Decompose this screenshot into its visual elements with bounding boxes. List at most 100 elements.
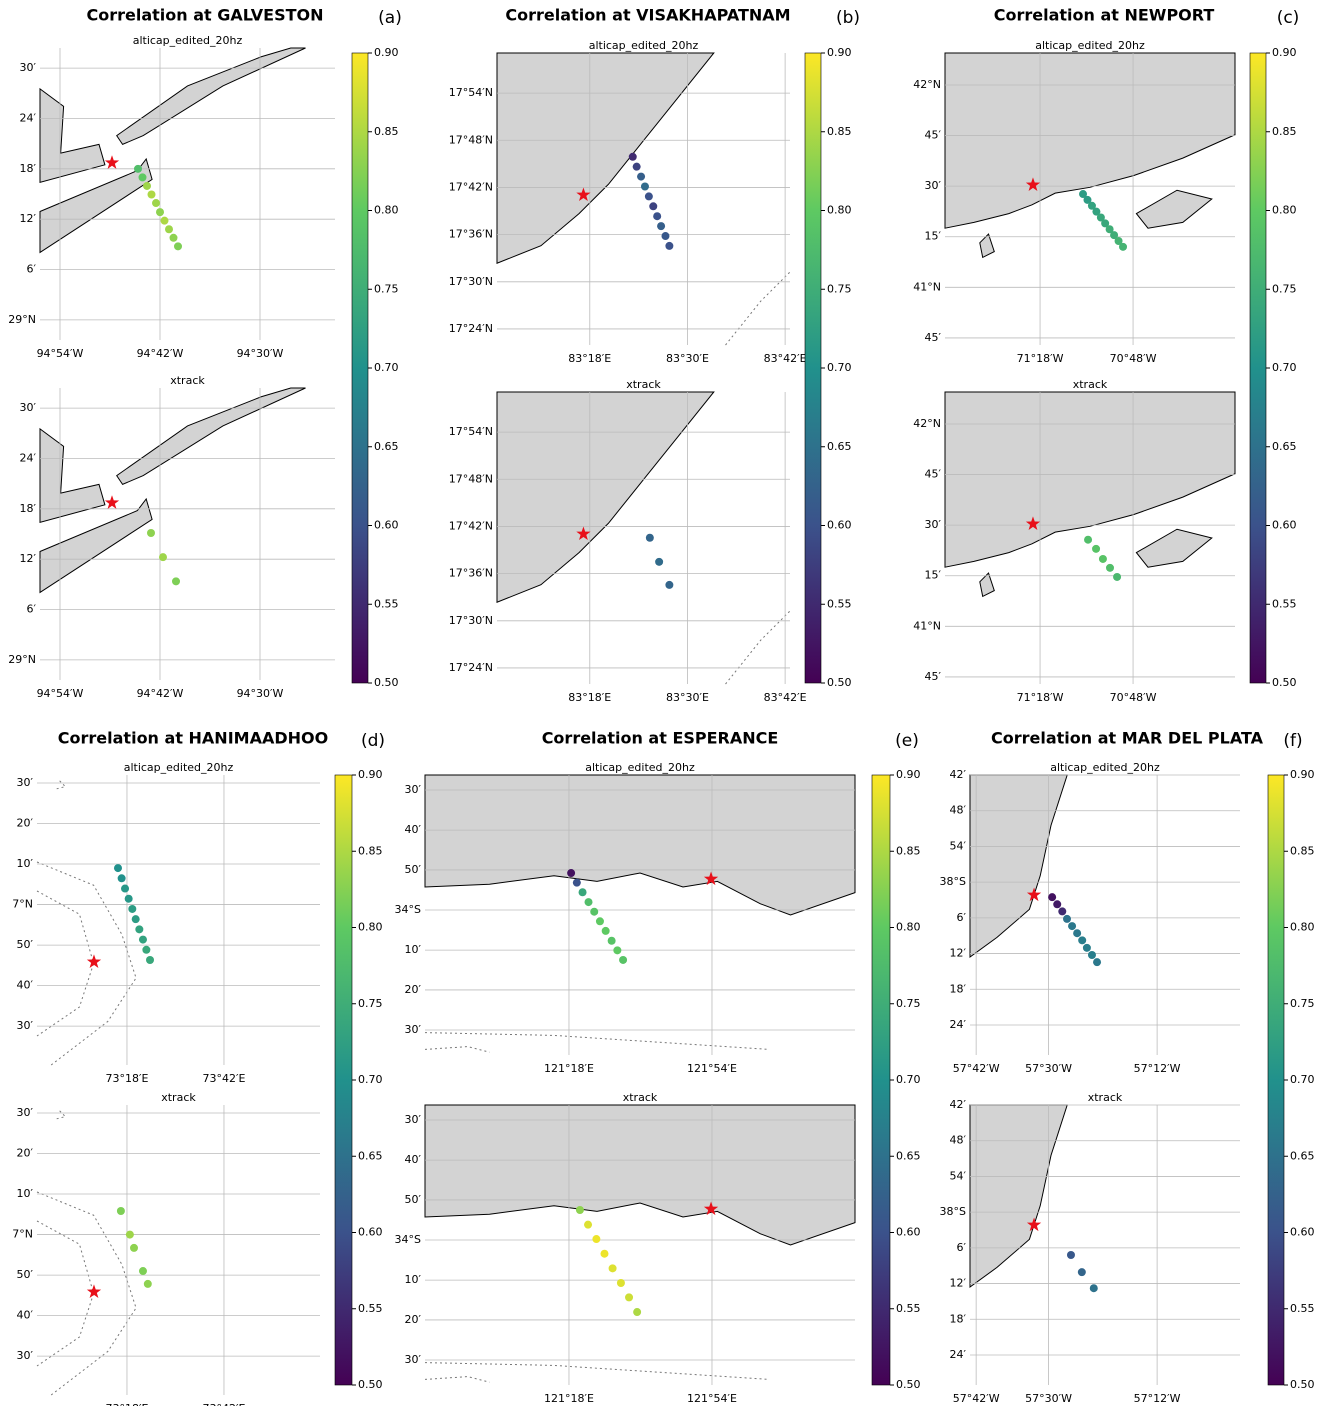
- x-tick-label: 71°18′W: [1017, 352, 1064, 365]
- y-tick-label: 30′: [17, 1019, 34, 1032]
- y-tick-label: 6′: [957, 1241, 967, 1254]
- colorbar-label: 0.75: [1290, 997, 1315, 1010]
- colorbar-label: 0.85: [358, 844, 383, 857]
- colorbar-label: 0.70: [374, 361, 399, 374]
- correlation-point: [1092, 207, 1101, 216]
- colorbar-label: 0.90: [896, 768, 921, 781]
- correlation-point: [649, 202, 658, 211]
- colorbar-label: 0.50: [1290, 1378, 1315, 1391]
- x-tick-label: 121°18′E: [544, 1062, 594, 1075]
- map-subtitle: alticap_edited_20hz: [1035, 39, 1145, 52]
- y-tick-label: 6′: [957, 911, 967, 924]
- y-tick-label: 17°42′N: [449, 180, 493, 193]
- colorbar-label: 0.50: [374, 676, 399, 689]
- y-tick-label: 15′: [925, 230, 942, 243]
- colorbar-label: 0.80: [374, 204, 399, 217]
- contour: [36, 1191, 137, 1396]
- station-star: [576, 187, 591, 202]
- correlation-point: [1101, 219, 1110, 228]
- y-tick-label: 15′: [925, 569, 942, 582]
- x-tick-label: 121°54′E: [687, 1062, 737, 1075]
- correlation-point: [572, 878, 581, 887]
- y-tick-label: 17°48′N: [449, 133, 493, 146]
- correlation-point: [121, 884, 130, 893]
- land: [944, 52, 1236, 229]
- colorbar-label: 0.90: [374, 46, 399, 59]
- y-tick-label: 17°48′N: [449, 472, 493, 485]
- y-tick-label: 42′: [950, 768, 967, 781]
- correlation-point: [1098, 554, 1107, 563]
- correlation-point: [125, 1230, 134, 1239]
- y-tick-label: 30′: [405, 783, 422, 796]
- correlation-point: [135, 925, 144, 934]
- y-tick-label: 12′: [950, 947, 967, 960]
- y-tick-label: 17°24′N: [449, 661, 493, 674]
- y-tick-label: 29°N: [8, 653, 36, 666]
- correlation-point: [567, 869, 576, 878]
- x-tick-label: 94°54′W: [37, 347, 84, 360]
- colorbar-label: 0.55: [1290, 1302, 1315, 1315]
- x-tick-label: 94°54′W: [37, 687, 84, 700]
- land: [424, 1104, 856, 1246]
- y-tick-label: 30′: [925, 179, 942, 192]
- correlation-point: [1093, 958, 1102, 967]
- map-subtitle: xtrack: [1073, 378, 1108, 391]
- colorbar-label: 0.60: [1272, 519, 1297, 532]
- colorbar: [351, 52, 369, 684]
- y-tick-label: 17°42′N: [449, 519, 493, 532]
- y-tick-label: 54′: [950, 839, 967, 852]
- correlation-point: [124, 894, 133, 903]
- contour: [725, 271, 791, 346]
- correlation-point: [633, 1308, 642, 1317]
- colorbar-label: 0.65: [1272, 440, 1297, 453]
- map-subtitle: alticap_edited_20hz: [124, 761, 234, 774]
- correlation-point: [645, 533, 654, 542]
- y-tick-label: 17°54′N: [449, 425, 493, 438]
- y-tick-label: 7°N: [12, 898, 33, 911]
- panel-title: Correlation at HANIMAADHOO: [58, 729, 328, 748]
- colorbar-label: 0.75: [827, 282, 852, 295]
- correlation-point: [1078, 936, 1087, 945]
- colorbar-label: 0.50: [358, 1378, 383, 1391]
- y-tick-label: 45′: [925, 331, 942, 344]
- correlation-point: [644, 192, 653, 201]
- panel-letter: (b): [836, 8, 860, 28]
- correlation-point: [616, 1278, 625, 1287]
- colorbar-label: 0.70: [896, 1073, 921, 1086]
- correlation-point: [1089, 1284, 1098, 1293]
- colorbar-label: 0.75: [896, 997, 921, 1010]
- correlation-point: [159, 553, 167, 562]
- map-subtitle: alticap_edited_20hz: [1050, 761, 1160, 774]
- colorbar-label: 0.90: [1272, 46, 1297, 59]
- correlation-point: [1073, 929, 1082, 938]
- colorbar-label: 0.70: [358, 1073, 383, 1086]
- y-tick-label: 24′: [20, 111, 37, 124]
- colorbar-label: 0.90: [827, 46, 852, 59]
- y-tick-label: 40′: [405, 1153, 422, 1166]
- correlation-point: [619, 955, 628, 964]
- y-tick-label: 40′: [405, 823, 422, 836]
- correlation-point: [613, 946, 622, 955]
- y-tick-label: 48′: [950, 1134, 967, 1147]
- panel-letter: (d): [361, 731, 385, 751]
- y-tick-label: 41°N: [913, 619, 941, 632]
- panel-title: Correlation at NEWPORT: [994, 6, 1215, 25]
- correlation-point: [1068, 922, 1077, 931]
- y-tick-label: 17°30′N: [449, 275, 493, 288]
- y-tick-label: 54′: [950, 1169, 967, 1182]
- colorbar-label: 0.85: [827, 125, 852, 138]
- correlation-point: [1084, 535, 1093, 544]
- y-tick-label: 50′: [17, 938, 34, 951]
- correlation-point: [146, 955, 155, 964]
- correlation-point: [1082, 943, 1091, 952]
- y-tick-label: 12′: [20, 212, 37, 225]
- colorbar-label: 0.55: [827, 597, 852, 610]
- land: [39, 87, 106, 183]
- station-star: [703, 1201, 719, 1216]
- y-tick-label: 24′: [950, 1018, 967, 1031]
- station-star: [86, 1284, 102, 1298]
- y-tick-label: 50′: [17, 1268, 34, 1281]
- y-tick-label: 30′: [925, 518, 942, 531]
- contour: [53, 1110, 67, 1120]
